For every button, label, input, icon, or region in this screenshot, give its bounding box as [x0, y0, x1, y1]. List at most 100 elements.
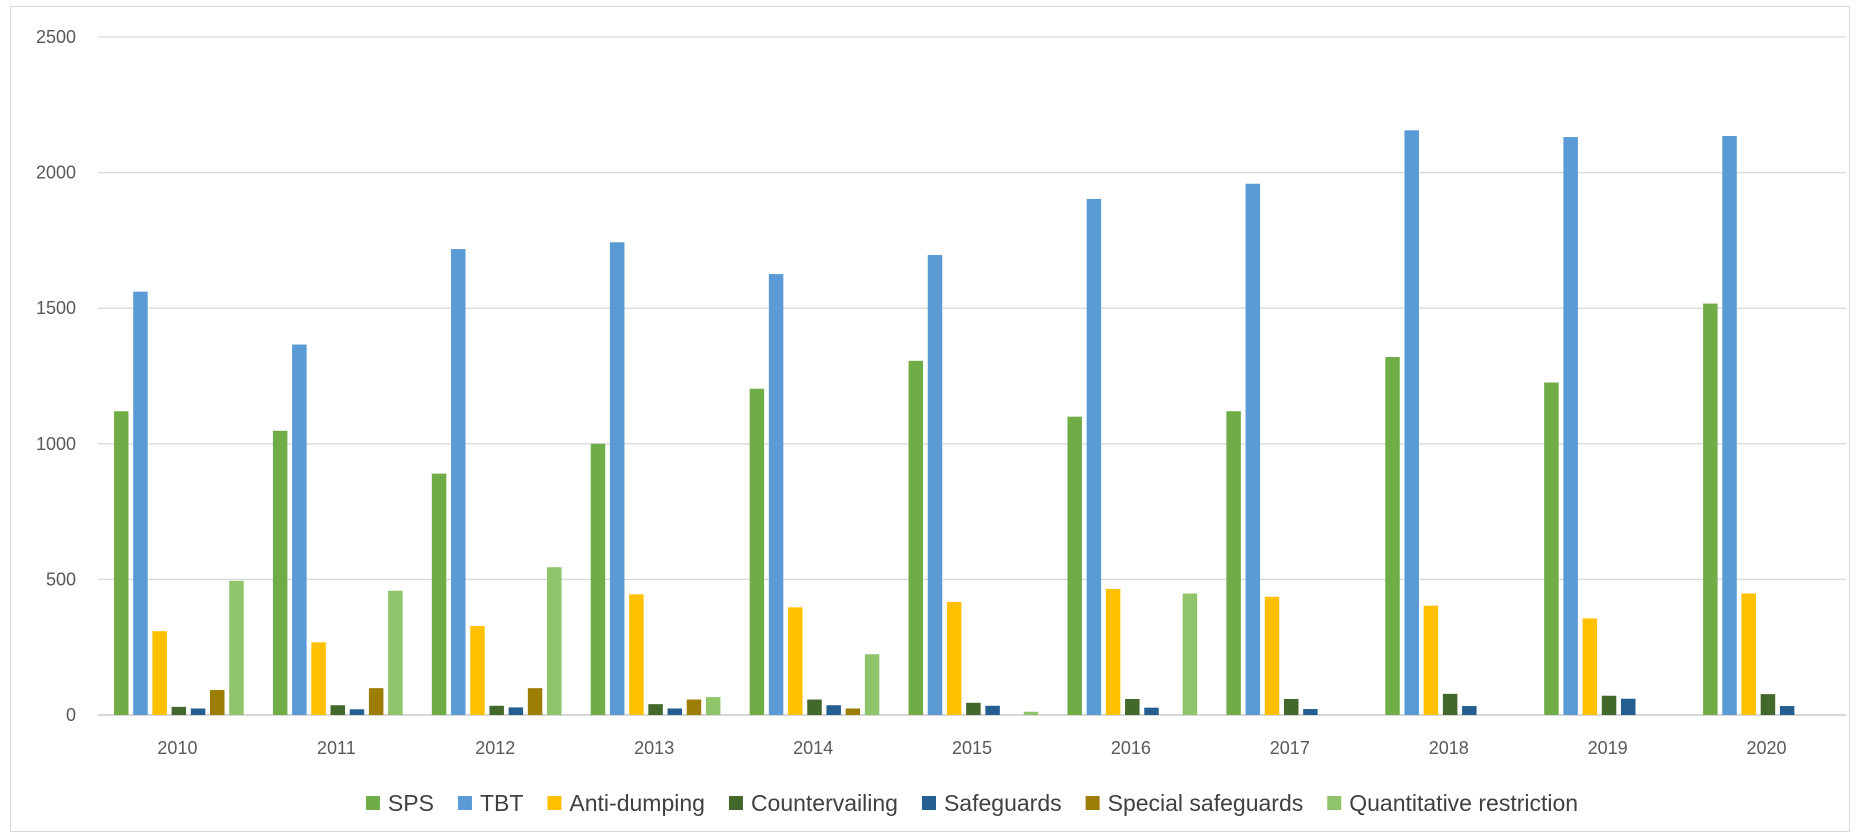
bar-quantitative-restriction-2010 [229, 580, 244, 715]
bar-countervailing-2016 [1125, 698, 1140, 715]
x-tick-label: 2011 [317, 738, 356, 758]
y-tick-label: 2500 [36, 27, 76, 47]
x-tick-label: 2018 [1429, 738, 1469, 758]
bar-anti-dumping-2010 [152, 631, 167, 715]
bar-countervailing-2010 [171, 706, 187, 715]
bar-quantitative-restriction-2012 [547, 567, 562, 715]
bar-countervailing-2012 [489, 705, 504, 715]
bar-sps-2020 [1703, 303, 1718, 715]
bar-countervailing-2019 [1601, 695, 1617, 715]
y-tick-label: 1500 [36, 298, 76, 318]
bar-anti-dumping-2018 [1423, 605, 1439, 715]
x-tick-label: 2015 [952, 738, 992, 758]
x-tick-label: 2020 [1747, 738, 1787, 758]
bars [114, 130, 1795, 716]
bar-safeguards-2018 [1462, 706, 1477, 715]
bar-tbt-2010 [133, 291, 148, 715]
bar-sps-2015 [908, 360, 924, 715]
bar-safeguards-2017 [1303, 709, 1318, 715]
bar-sps-2010 [114, 411, 129, 715]
x-axis: 2010 2011 2012 2013 2014 2015 2016 2017 2018 2019… [157, 738, 1786, 758]
bar-quantitative-restriction-2015 [1023, 711, 1039, 715]
bar-safeguards-2016 [1144, 707, 1159, 715]
bar-tbt-2013 [609, 242, 625, 715]
legend-label-tbt: TBT [480, 790, 523, 816]
bar-sps-2018 [1385, 357, 1400, 715]
bar-tbt-2019 [1563, 137, 1578, 715]
y-tick-label: 0 [66, 705, 76, 725]
bar-quantitative-restriction-2014 [864, 654, 880, 715]
bar-countervailing-2017 [1283, 698, 1299, 715]
x-tick-label: 2010 [157, 738, 197, 758]
bar-safeguards-2012 [508, 707, 524, 715]
legend-swatch-special-safeguards [1085, 796, 1100, 810]
x-tick-label: 2012 [475, 738, 515, 758]
legend-label-anti-dumping: Anti-dumping [569, 790, 705, 816]
bar-anti-dumping-2016 [1105, 588, 1121, 715]
bar-special-safeguards-2010 [210, 690, 225, 715]
bar-special-safeguards-2011 [368, 688, 384, 715]
bar-safeguards-2014 [826, 705, 841, 715]
x-tick-label: 2017 [1270, 738, 1310, 758]
legend-swatch-safeguards [921, 796, 936, 810]
bar-tbt-2020 [1722, 135, 1737, 715]
legend-swatch-sps [365, 796, 380, 810]
y-axis: 0 500 1000 1500 2000 2500 [36, 27, 76, 725]
legend-swatch-countervailing [728, 796, 743, 810]
x-tick-label: 2016 [1111, 738, 1151, 758]
bar-anti-dumping-2015 [946, 601, 962, 715]
legend-label-quantitative-restriction: Quantitative restriction [1349, 790, 1578, 816]
bar-safeguards-2010 [190, 708, 206, 715]
bar-special-safeguards-2014 [845, 708, 861, 715]
bar-countervailing-2018 [1442, 693, 1458, 715]
bar-special-safeguards-2012 [527, 688, 543, 715]
bar-sps-2012 [431, 473, 447, 715]
bar-tbt-2016 [1086, 198, 1102, 716]
bar-anti-dumping-2011 [311, 642, 326, 715]
bar-quantitative-restriction-2011 [388, 590, 403, 715]
bar-countervailing-2014 [807, 699, 822, 715]
bar-sps-2014 [749, 388, 765, 715]
y-tick-label: 2000 [36, 163, 76, 183]
x-tick-label: 2019 [1588, 738, 1628, 758]
bar-sps-2011 [272, 430, 288, 715]
legend-swatch-anti-dumping [547, 796, 562, 810]
bar-anti-dumping-2014 [788, 607, 803, 715]
bar-tbt-2017 [1245, 183, 1261, 716]
bar-quantitative-restriction-2016 [1182, 593, 1198, 715]
bar-anti-dumping-2012 [470, 626, 485, 715]
bar-anti-dumping-2020 [1741, 593, 1756, 715]
bar-tbt-2014 [768, 274, 784, 715]
bar-safeguards-2011 [349, 709, 365, 715]
bar-tbt-2012 [451, 249, 466, 715]
x-tick-label: 2014 [793, 738, 833, 758]
bar-countervailing-2015 [966, 702, 981, 715]
bar-safeguards-2020 [1779, 706, 1795, 715]
bar-sps-2017 [1226, 411, 1241, 715]
bar-tbt-2018 [1404, 130, 1419, 716]
gridlines [98, 36, 1846, 716]
bar-sps-2019 [1544, 382, 1559, 715]
y-tick-label: 1000 [36, 434, 76, 454]
legend-label-safeguards: Safeguards [944, 790, 1062, 816]
bar-tbt-2011 [292, 344, 307, 715]
legend-label-special-safeguards: Special safeguards [1108, 790, 1304, 816]
bar-sps-2016 [1067, 416, 1082, 715]
bar-tbt-2015 [927, 255, 943, 715]
legend-swatch-tbt [457, 796, 472, 810]
bar-safeguards-2019 [1620, 698, 1636, 715]
legend-label-countervailing: Countervailing [751, 790, 898, 816]
bar-special-safeguards-2013 [686, 699, 702, 715]
legend: SPS TBT Anti-dumping Countervailing Safeguar… [365, 790, 1578, 816]
y-tick-label: 500 [46, 569, 76, 589]
bar-countervailing-2013 [648, 704, 663, 715]
bar-sps-2013 [590, 443, 606, 715]
bar-safeguards-2015 [985, 705, 1000, 715]
bar-countervailing-2020 [1760, 694, 1776, 715]
legend-swatch-quantitative-restriction [1327, 796, 1342, 810]
x-tick-label: 2013 [634, 738, 674, 758]
bar-anti-dumping-2019 [1582, 618, 1598, 715]
bar-countervailing-2011 [330, 705, 346, 715]
bar-quantitative-restriction-2013 [705, 697, 721, 715]
